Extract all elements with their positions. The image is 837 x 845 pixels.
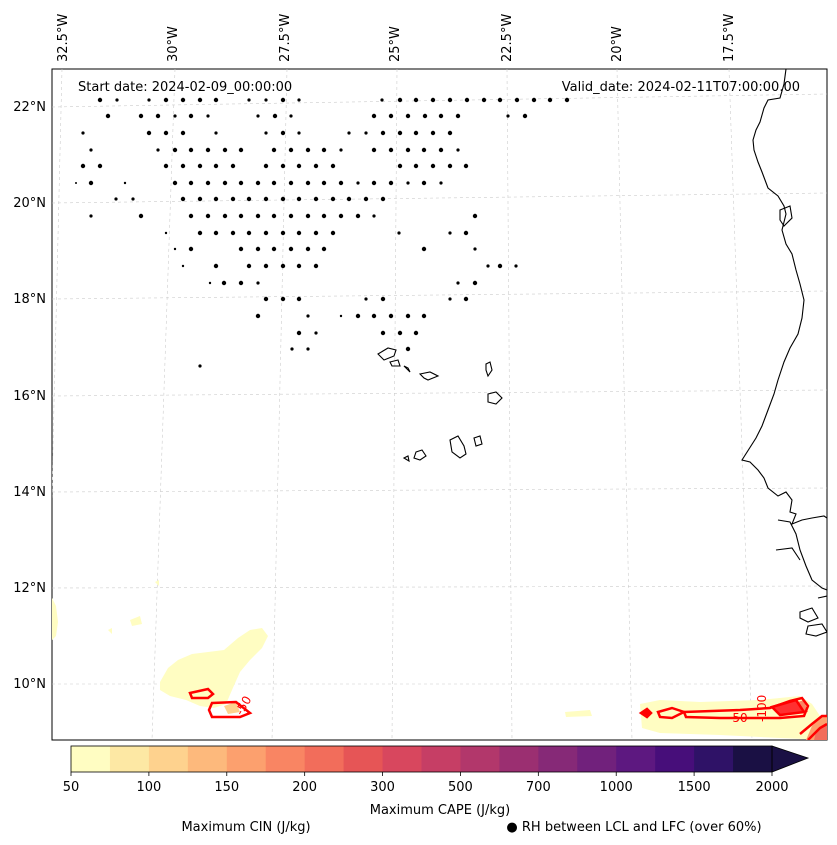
cin-contour-label-2: -100	[755, 695, 769, 722]
latitude-label: 18°N	[13, 292, 46, 307]
colorbar-cell	[226, 746, 267, 772]
latitude-label: 12°N	[13, 581, 46, 596]
latitude-label: 22°N	[13, 100, 46, 115]
colorbar-cell	[382, 746, 422, 772]
latitude-label: 10°N	[13, 677, 46, 692]
colorbar-cell	[187, 746, 228, 772]
colorbar-cell	[109, 746, 150, 772]
colorbar-tick-label: 2000	[755, 780, 788, 795]
colorbar-tick-label: 300	[370, 780, 395, 795]
longitude-label: 22.5°W	[500, 14, 515, 62]
cin-contours	[188, 687, 827, 740]
colorbar-cell	[616, 746, 656, 772]
map-panel: -50 -100 -50	[51, 68, 828, 741]
longitude-label: 27.5°W	[278, 14, 293, 62]
longitude-label: 17.5°W	[722, 14, 737, 62]
colorbar-cell	[343, 746, 384, 772]
latitude-label: 14°N	[13, 485, 46, 500]
colorbar-cell	[733, 746, 773, 772]
longitude-label: 30°W	[166, 26, 181, 62]
longitude-axis-labels: 32.5°W 30°W 27.5°W 25°W 22.5°W 20°W 17.5…	[56, 14, 737, 62]
colorbar-tick-label: 1000	[600, 780, 633, 795]
coastlines	[741, 69, 827, 637]
valid-date-label: Valid_date: 2024-02-11T07:00:00.00	[562, 80, 800, 95]
colorbar-cell	[538, 746, 578, 772]
colorbar-tick-label: 150	[214, 780, 239, 795]
rh-markers	[75, 97, 570, 368]
colorbar-tick-label: 1500	[678, 780, 711, 795]
colorbar-cells	[71, 746, 773, 772]
colorbar-cell	[499, 746, 539, 772]
colorbar-cell	[694, 746, 734, 772]
cin-contour-label-3: -50	[728, 711, 748, 725]
longitude-label: 32.5°W	[56, 14, 71, 62]
latitude-axis-labels: 22°N 20°N 18°N 16°N 14°N 12°N 10°N	[13, 100, 46, 692]
legend: Maximum CIN (J/kg) ● RH between LCL and …	[181, 820, 761, 835]
cape-colorbar: 50 100 150 200 300 500 700 1000 1500 2000 Maximum…	[63, 745, 810, 818]
rh-legend-label: ● RH between LCL and LFC (over 60%)	[506, 820, 761, 835]
cape-shading-orange	[224, 700, 827, 740]
longitude-label: 20°W	[610, 26, 625, 62]
cape-verde-islands	[377, 347, 503, 463]
colorbar-frame	[70, 745, 773, 773]
colorbar-cell	[265, 746, 306, 772]
colorbar-ticks: 50 100 150 200 300 500 700 1000 1500 2000	[63, 772, 789, 795]
colorbar-cell	[71, 746, 111, 772]
colorbar-tick-label: 200	[292, 780, 317, 795]
colorbar-cell	[655, 746, 695, 772]
colorbar-tick-label: 50	[63, 780, 80, 795]
longitude-label: 25°W	[388, 26, 403, 62]
colorbar-cell	[460, 746, 500, 772]
colorbar-tick-label: 700	[526, 780, 551, 795]
colorbar-tick-label: 100	[136, 780, 161, 795]
colorbar-cell	[577, 746, 617, 772]
colorbar-tick-label: 500	[448, 780, 473, 795]
africa-coastline	[741, 69, 827, 525]
latitude-label: 20°N	[13, 196, 46, 211]
latitude-label: 16°N	[13, 389, 46, 404]
colorbar-extend-arrow	[771, 745, 810, 773]
start-date-label: Start date: 2024-02-09_00:00:00	[78, 80, 292, 95]
graticule-lines	[52, 69, 827, 740]
colorbar-title: Maximum CAPE (J/kg)	[370, 803, 510, 818]
colorbar-cell	[148, 746, 189, 772]
colorbar-cell	[304, 746, 345, 772]
colorbar-cell	[421, 746, 461, 772]
cin-legend-label: Maximum CIN (J/kg)	[181, 820, 310, 835]
